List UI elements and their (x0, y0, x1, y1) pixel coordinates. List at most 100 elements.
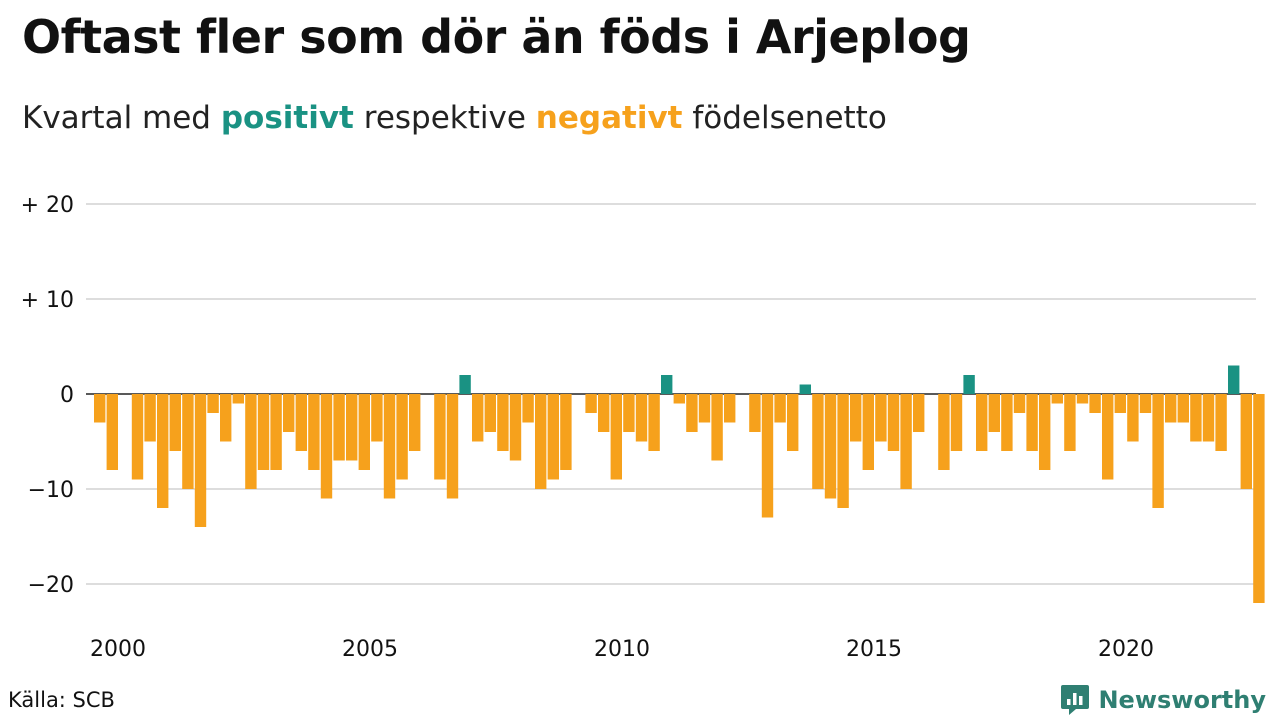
bar (1039, 394, 1051, 470)
bar (1190, 394, 1202, 442)
bar (938, 394, 950, 470)
bar (459, 375, 471, 394)
bar (1215, 394, 1227, 451)
bar (522, 394, 534, 423)
subtitle-prefix: Kvartal med (22, 100, 211, 136)
subtitle-positive: positivt (220, 100, 354, 136)
subtitle-suffix: födelsenetto (692, 100, 887, 136)
bar (824, 394, 837, 499)
bar (1127, 394, 1139, 442)
bar (308, 394, 320, 470)
bar (1139, 394, 1152, 413)
bar (295, 394, 307, 451)
bar (635, 394, 648, 442)
chart-title: Oftast fler som dör än föds i Arjeplog (22, 10, 971, 64)
bar (686, 394, 698, 432)
bar (988, 394, 1000, 432)
bar (749, 394, 761, 432)
bar (698, 394, 711, 423)
bar (547, 394, 559, 480)
bar (610, 394, 622, 480)
y-axis-labels: + 20 + 10 0 −10 −20 (21, 193, 74, 598)
bar (560, 394, 572, 470)
bar (850, 394, 862, 442)
bar (585, 394, 597, 413)
bar (232, 394, 244, 404)
source-note: Källa: SCB (8, 688, 115, 712)
x-axis-labels: 2000 2005 2010 2015 2020 (90, 637, 1154, 662)
bar (157, 394, 169, 508)
bar (472, 394, 484, 442)
bar (1013, 394, 1026, 413)
bar (207, 394, 219, 413)
bar (257, 394, 270, 470)
bar (900, 394, 912, 489)
bar (446, 394, 459, 499)
bar (812, 394, 824, 489)
bar (1177, 394, 1189, 423)
bar (648, 394, 660, 451)
bar (887, 394, 900, 451)
bar (799, 384, 811, 394)
bar (1165, 394, 1177, 423)
bar (1253, 394, 1265, 603)
bar (1026, 394, 1038, 451)
bar (131, 394, 144, 480)
chart-subtitle: Kvartal med positivt respektive negativt… (22, 100, 887, 136)
bar (673, 394, 685, 404)
bar (1102, 394, 1114, 480)
bar (1202, 394, 1215, 442)
bar (106, 394, 118, 470)
bar (220, 394, 232, 442)
subtitle-middle: respektive (363, 100, 526, 136)
bar (1076, 394, 1089, 404)
bar (409, 394, 421, 451)
bar (1152, 394, 1164, 508)
bar (333, 394, 345, 461)
bar (862, 394, 874, 470)
y-tick-label: + 20 (21, 193, 74, 218)
bar (1051, 394, 1063, 404)
brand-name: Newsworthy (1098, 686, 1266, 714)
brand-logo[interactable]: Newsworthy (1060, 682, 1266, 718)
bar (774, 394, 786, 423)
bar (396, 394, 408, 480)
bar (194, 394, 207, 527)
bar (711, 394, 723, 461)
x-tick-label: 2000 (90, 637, 146, 662)
subtitle-negative: negativt (535, 100, 683, 136)
bar (371, 394, 383, 442)
bar (94, 394, 106, 423)
x-tick-label: 2015 (846, 637, 902, 662)
x-tick-label: 2010 (594, 637, 650, 662)
bar (497, 394, 509, 451)
x-tick-label: 2005 (342, 637, 398, 662)
bar (963, 375, 975, 394)
bar (661, 375, 673, 394)
bar (509, 394, 522, 461)
bar (950, 394, 963, 451)
bar (535, 394, 547, 489)
bar (623, 394, 635, 432)
bar (144, 394, 156, 442)
y-tick-label: −20 (28, 573, 74, 598)
bars (94, 365, 1265, 603)
bar (837, 394, 849, 508)
bar (383, 394, 396, 499)
y-tick-label: −10 (28, 478, 74, 503)
bar (434, 394, 446, 480)
bar (1240, 394, 1252, 489)
bar (1089, 394, 1101, 413)
y-tick-label: 0 (60, 383, 74, 408)
bar (270, 394, 282, 470)
bar (169, 394, 181, 451)
bar (283, 394, 295, 432)
y-tick-label: + 10 (21, 288, 74, 313)
bar (182, 394, 194, 489)
bar (1114, 394, 1126, 413)
bar (787, 394, 799, 451)
bar (346, 394, 358, 461)
bar (1001, 394, 1013, 451)
bar (976, 394, 988, 451)
